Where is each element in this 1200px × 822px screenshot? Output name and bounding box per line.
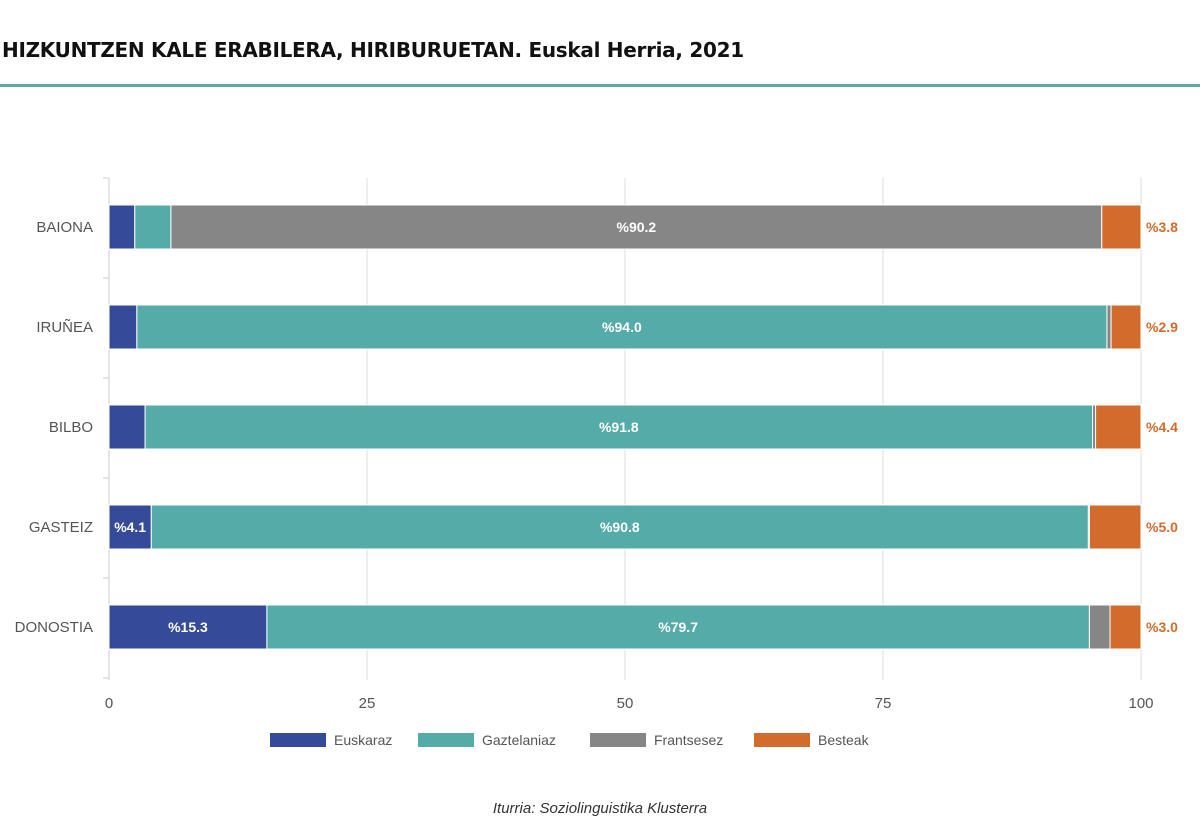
category-label-4: DONOSTIA xyxy=(15,619,93,636)
data-label-euskaraz-3: %4.1 xyxy=(114,519,146,535)
data-label-frantsesez-0: %90.2 xyxy=(617,219,657,235)
data-label-euskaraz-4: %15.3 xyxy=(168,619,208,635)
bar-gaztelaniaz-4 xyxy=(266,604,1090,650)
bar-frantsesez-0 xyxy=(170,204,1103,250)
bar-besteak-1 xyxy=(1110,304,1142,350)
data-label-gaztelaniaz-2: %91.8 xyxy=(599,419,639,435)
data-label-besteak-2: %4.4 xyxy=(1146,419,1178,435)
bar-gaztelaniaz-1 xyxy=(136,304,1108,350)
bar-gaztelaniaz-3 xyxy=(150,504,1089,550)
stacked-bar-chart: 0 25 50 75 100 BAIONA %90.2 %3.8 IRUÑEA %94.0 %2.9… xyxy=(15,177,1178,748)
category-label-1: IRUÑEA xyxy=(36,319,93,336)
bar-besteak-3 xyxy=(1088,504,1142,550)
x-tick-label-4: 100 xyxy=(1128,695,1153,712)
x-tick-label-0: 0 xyxy=(105,695,113,712)
bar-besteak-0 xyxy=(1101,204,1142,250)
source-note: Iturria: Soziolinguistika Klusterra xyxy=(492,800,708,817)
legend-label-besteak: Besteak xyxy=(818,732,870,748)
category-label-3: GASTEIZ xyxy=(29,519,93,536)
bar-besteak-4 xyxy=(1109,604,1142,650)
bar-euskaraz-0 xyxy=(108,204,136,250)
data-label-besteak-3: %5.0 xyxy=(1146,519,1178,535)
bar-euskaraz-4 xyxy=(108,604,268,650)
legend-swatch-frantsesez xyxy=(590,733,646,747)
bar-gaztelaniaz-2 xyxy=(144,404,1093,450)
x-tick-label-3: 75 xyxy=(875,695,892,712)
data-label-besteak-0: %3.8 xyxy=(1146,219,1178,235)
category-label-0: BAIONA xyxy=(36,219,93,236)
bar-frantsesez-4 xyxy=(1088,604,1111,650)
title-underline xyxy=(0,84,1200,87)
bar-besteak-2 xyxy=(1095,404,1142,450)
legend-label-frantsesez: Frantsesez xyxy=(654,732,723,748)
legend-label-gaztelaniaz: Gaztelaniaz xyxy=(482,732,556,748)
x-tick-label-1: 25 xyxy=(359,695,376,712)
bar-euskaraz-2 xyxy=(108,404,146,450)
chart-title: HIZKUNTZEN KALE ERABILERA, HIRIBURUETAN.… xyxy=(2,38,744,62)
bar-frantsesez-1 xyxy=(1106,304,1112,350)
data-label-gaztelaniaz-3: %90.8 xyxy=(600,519,640,535)
data-label-besteak-1: %2.9 xyxy=(1146,319,1178,335)
bar-gaztelaniaz-0 xyxy=(134,204,172,250)
legend-swatch-euskaraz xyxy=(270,733,326,747)
data-label-gaztelaniaz-1: %94.0 xyxy=(602,319,642,335)
legend-swatch-gaztelaniaz xyxy=(418,733,474,747)
legend-label-euskaraz: Euskaraz xyxy=(334,732,392,748)
category-label-2: BILBO xyxy=(49,419,93,436)
legend-swatch-besteak xyxy=(754,733,810,747)
data-label-gaztelaniaz-4: %79.7 xyxy=(658,619,698,635)
bar-euskaraz-1 xyxy=(108,304,138,350)
x-tick-label-2: 50 xyxy=(617,695,634,712)
data-label-besteak-4: %3.0 xyxy=(1146,619,1178,635)
